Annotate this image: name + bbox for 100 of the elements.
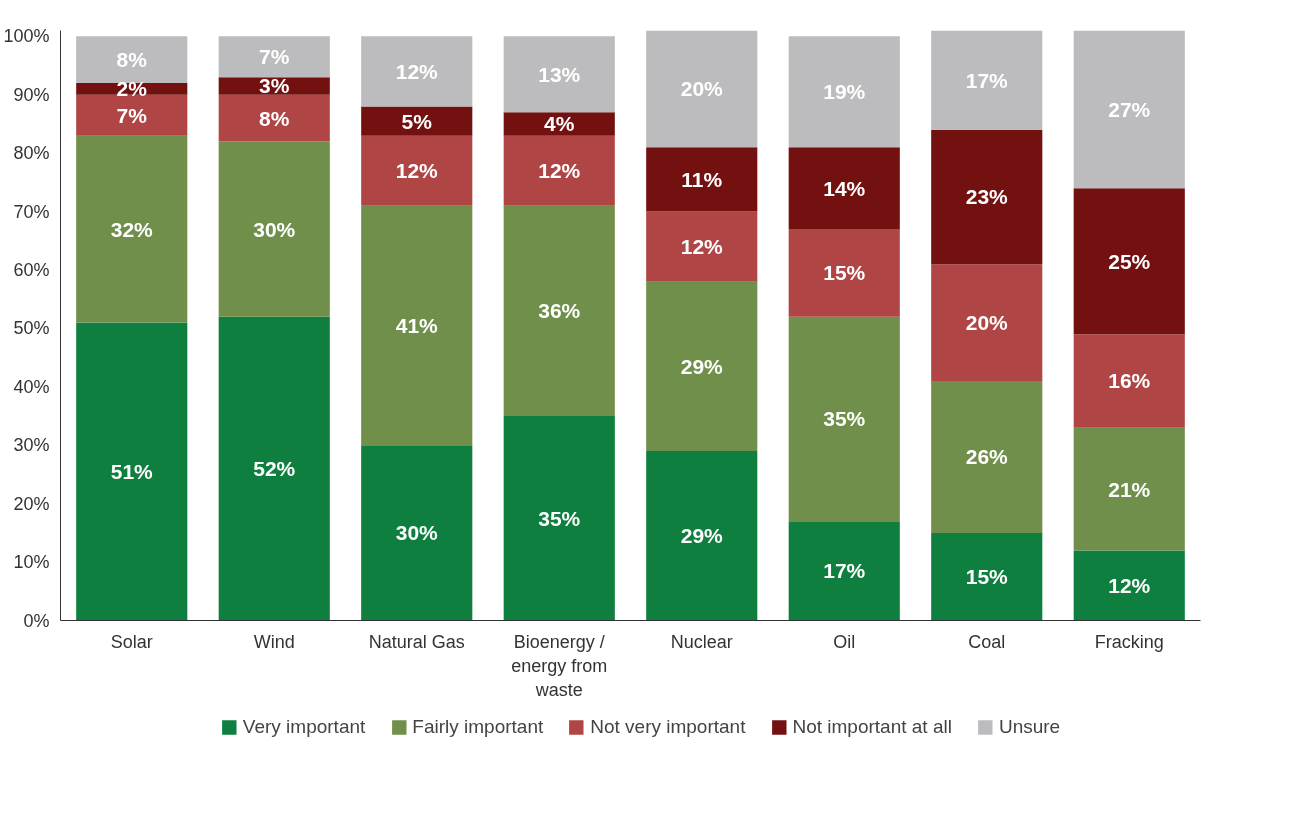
bar <box>1073 334 1185 428</box>
bar <box>361 36 473 107</box>
data-label: 4% <box>544 112 575 136</box>
legend-label: Not important at all <box>792 716 952 738</box>
legend-label: Unsure <box>998 716 1061 738</box>
data-label: 15% <box>965 565 1009 589</box>
bar <box>931 381 1043 533</box>
y-tick-label: 70% <box>13 201 50 222</box>
y-tick-label: 50% <box>13 318 50 339</box>
data-label: 7% <box>116 103 148 127</box>
data-label: 25% <box>1108 249 1151 273</box>
bar <box>361 106 473 136</box>
data-label: 52% <box>253 457 296 481</box>
legend-label: Fairly important <box>412 716 544 738</box>
data-label: 7% <box>259 45 290 69</box>
x-tick-label: Solar <box>110 631 153 652</box>
bar <box>646 147 758 212</box>
data-label: 26% <box>965 445 1009 469</box>
bar <box>646 451 758 621</box>
bar <box>646 281 758 452</box>
y-tick-label: 30% <box>13 435 50 456</box>
data-label: 11% <box>681 167 723 191</box>
bar <box>646 30 758 148</box>
data-label: 35% <box>538 506 581 530</box>
x-tick-label: Natural Gas <box>368 631 465 652</box>
y-tick-label: 0% <box>23 610 50 631</box>
bar <box>931 264 1043 381</box>
bar <box>218 316 330 621</box>
bar <box>1073 30 1185 189</box>
data-label: 29% <box>680 354 724 378</box>
data-label: 12% <box>1108 573 1151 597</box>
bar <box>788 229 900 317</box>
bar <box>503 36 615 113</box>
bar <box>788 316 900 522</box>
x-tick-label: Oil <box>833 631 856 652</box>
data-label: 30% <box>395 521 439 545</box>
bar <box>218 141 330 317</box>
data-label: 21% <box>1108 477 1151 501</box>
data-label: 12% <box>538 159 581 183</box>
data-label: 2% <box>116 77 148 101</box>
data-label: 12% <box>395 59 439 83</box>
data-label: 35% <box>823 407 866 431</box>
bar <box>931 30 1043 130</box>
bar <box>76 322 188 621</box>
data-label: 41% <box>395 314 439 337</box>
data-label: 20% <box>965 311 1009 335</box>
bar <box>788 36 900 148</box>
data-label: 29% <box>680 524 724 548</box>
data-label: 16% <box>1108 369 1151 393</box>
bar <box>361 205 473 446</box>
data-label: 23% <box>965 185 1009 209</box>
bar <box>1073 427 1185 551</box>
data-label: 15% <box>823 261 866 285</box>
y-tick-label: 40% <box>13 376 50 397</box>
bar <box>218 94 330 142</box>
data-label: 30% <box>253 217 296 241</box>
data-label: 14% <box>823 176 866 200</box>
y-tick-label: 10% <box>13 552 50 573</box>
data-label: 51% <box>110 460 154 484</box>
data-label: 12% <box>395 159 439 183</box>
data-label: 32% <box>110 217 154 241</box>
y-tick-label: 80% <box>13 143 50 164</box>
legend-label: Very important <box>242 716 366 738</box>
bar <box>788 147 900 230</box>
bar <box>503 135 615 206</box>
bar <box>361 135 473 206</box>
bar <box>1073 188 1185 335</box>
bar <box>931 532 1043 621</box>
data-label: 19% <box>823 80 866 104</box>
data-label: 20% <box>680 77 724 101</box>
bar <box>503 205 615 417</box>
data-label: 17% <box>823 559 866 583</box>
data-label: 27% <box>1108 97 1151 121</box>
data-label: 8% <box>116 48 148 72</box>
y-tick-label: 20% <box>13 493 50 514</box>
bar <box>788 521 900 621</box>
bar <box>1073 550 1185 621</box>
bar <box>361 445 473 621</box>
data-label: 12% <box>680 235 724 259</box>
x-tick-label: Coal <box>968 631 1006 652</box>
y-tick-label: 100% <box>3 26 50 47</box>
bar <box>931 129 1043 265</box>
y-tick-label: 90% <box>13 84 50 105</box>
data-label: 17% <box>965 68 1009 92</box>
bar <box>76 94 188 136</box>
bar <box>76 135 188 323</box>
bar <box>646 211 758 282</box>
bar <box>503 112 615 136</box>
data-label: 3% <box>259 74 290 98</box>
legend-label: Not very important <box>590 716 746 738</box>
x-tick-label: Wind <box>253 631 295 652</box>
x-tick-label: Nuclear <box>670 631 733 652</box>
bar <box>76 36 188 84</box>
data-label: 8% <box>259 106 290 130</box>
bar <box>218 36 330 78</box>
x-tick-label: Bioenergy / energy from waste <box>511 631 608 700</box>
data-label: 13% <box>538 62 581 86</box>
y-tick-label: 60% <box>13 260 50 280</box>
data-label: 36% <box>538 299 581 323</box>
bar <box>503 416 615 621</box>
